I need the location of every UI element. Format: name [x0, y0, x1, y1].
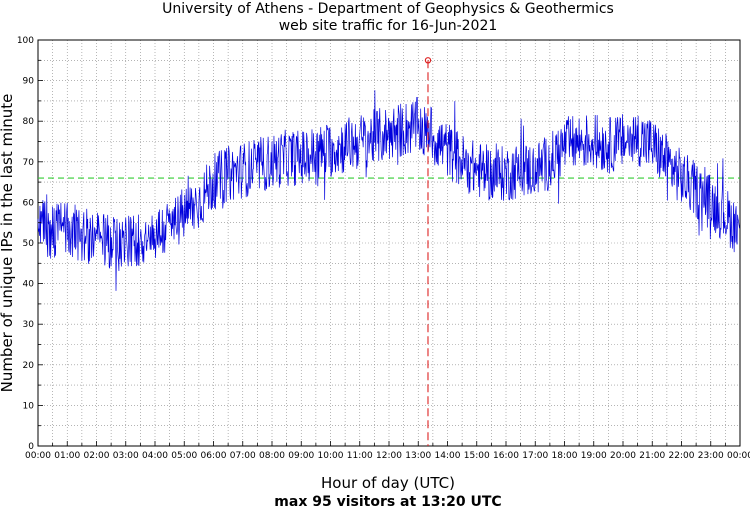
y-tick-label: 70 — [23, 158, 35, 168]
x-tick-label: 22:00 — [669, 451, 695, 461]
x-tick-label: 01:00 — [54, 451, 80, 461]
x-tick-label: 21:00 — [639, 451, 665, 461]
x-tick-label: 00:00 — [727, 451, 750, 461]
series-layer — [37, 90, 740, 291]
x-tick-label: 05:00 — [171, 451, 197, 461]
y-tick-label: 30 — [23, 320, 35, 330]
y-tick-label: 60 — [23, 198, 35, 208]
x-tick-label: 16:00 — [493, 451, 519, 461]
x-tick-label: 09:00 — [288, 451, 314, 461]
x-tick-label: 14:00 — [435, 451, 461, 461]
y-axis-label: Number of unique IPs in the last minute — [0, 94, 16, 393]
y-tick-label: 40 — [23, 280, 35, 290]
x-tick-label: 19:00 — [581, 451, 607, 461]
chart-title: University of Athens - Department of Geo… — [162, 1, 614, 17]
x-tick-label: 00:00 — [25, 451, 51, 461]
x-tick-label: 11:00 — [347, 451, 373, 461]
x-tick-label: 08:00 — [259, 451, 285, 461]
x-tick-label: 23:00 — [698, 451, 724, 461]
x-axis-label: Hour of day (UTC) — [321, 474, 455, 492]
x-tick-label: 12:00 — [376, 451, 402, 461]
series-line — [37, 90, 740, 291]
x-tick-label: 10:00 — [318, 451, 344, 461]
x-tick-label: 07:00 — [230, 451, 256, 461]
max-marker-point — [424, 57, 432, 64]
x-tick-label: 18:00 — [552, 451, 578, 461]
y-tick-label: 80 — [23, 117, 35, 127]
x-tick-label: 03:00 — [113, 451, 139, 461]
x-tick-label: 04:00 — [142, 451, 168, 461]
grid-layer — [38, 40, 740, 446]
x-tick-label: 13:00 — [405, 451, 431, 461]
chart-footer: max 95 visitors at 13:20 UTC — [274, 494, 501, 510]
chart-subtitle: web site traffic for 16-Jun-2021 — [279, 18, 498, 34]
y-tick-label: 100 — [17, 36, 34, 46]
x-tick-label: 20:00 — [610, 451, 636, 461]
y-tick-label: 0 — [28, 442, 34, 452]
y-tick-label: 90 — [23, 77, 35, 87]
x-tick-label: 15:00 — [464, 451, 490, 461]
x-tick-label: 06:00 — [201, 451, 227, 461]
y-tick-label: 10 — [23, 401, 35, 411]
y-tick-label: 20 — [23, 361, 35, 371]
y-tick-label: 50 — [23, 239, 35, 249]
max-marker-layer — [424, 57, 432, 446]
x-tick-label: 17:00 — [522, 451, 548, 461]
x-tick-label: 02:00 — [84, 451, 110, 461]
tick-layer: 00:00 01:00 02:00 03:00 04:00 05:00 06:00 07:00… — [17, 36, 750, 461]
